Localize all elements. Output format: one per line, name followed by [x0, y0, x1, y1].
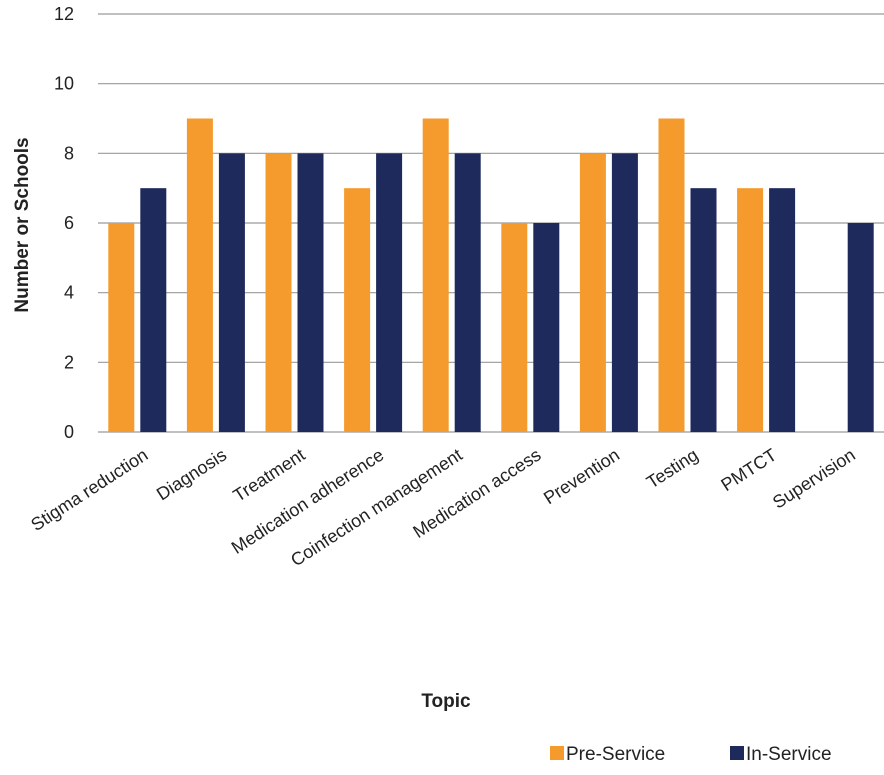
- bar-pre-service: [658, 118, 685, 432]
- x-axis-category-labels: Stigma reduction Diagnosis TreatmentMedica…: [27, 445, 859, 571]
- bar-pre-service: [265, 153, 292, 433]
- y-tick-label: 0: [64, 422, 74, 442]
- bar-pre-service: [186, 118, 213, 432]
- bar-in-service: [454, 153, 481, 433]
- bar-in-service: [218, 153, 245, 433]
- bar-pre-service: [579, 153, 606, 433]
- x-category-label: Diagnosis: [153, 445, 230, 505]
- bar-in-service: [533, 223, 560, 432]
- y-axis-title: Number or Schools: [12, 137, 33, 312]
- bar-pre-service: [422, 118, 449, 432]
- bar-in-service: [611, 153, 638, 433]
- legend-swatch: [550, 746, 564, 760]
- y-tick-label: 4: [64, 283, 74, 303]
- bar-in-service: [297, 153, 324, 433]
- y-tick-label: 2: [64, 352, 74, 372]
- bar-in-service: [140, 188, 167, 432]
- x-category-label: Prevention: [540, 445, 623, 509]
- bar-pre-service: [344, 188, 371, 432]
- legend-label: Pre-Service: [566, 744, 665, 765]
- bar-in-service: [769, 188, 796, 432]
- x-axis-title: Topic: [421, 691, 471, 712]
- x-category-label: Medication access: [409, 445, 544, 542]
- y-tick-label: 8: [64, 143, 74, 163]
- bar-in-service: [847, 223, 874, 432]
- y-tick-label: 12: [54, 4, 74, 24]
- x-category-label: Testing: [643, 445, 702, 493]
- bar-pre-service: [108, 223, 135, 432]
- bar-in-service: [690, 188, 717, 432]
- bar-in-service: [376, 153, 403, 433]
- x-category-label: Supervision: [769, 445, 859, 513]
- legend-swatch: [730, 746, 744, 760]
- y-axis-ticks: 0 2 4 6 8 10 12: [54, 4, 74, 442]
- gridlines: [98, 13, 884, 433]
- y-tick-label: 6: [64, 213, 74, 233]
- legend-label: In-Service: [746, 744, 832, 765]
- bars: [108, 118, 874, 433]
- x-category-label: Stigma reduction: [27, 445, 151, 535]
- legend: Pre-Service In-Service: [550, 744, 832, 765]
- bar-pre-service: [501, 223, 528, 432]
- y-tick-label: 10: [54, 74, 74, 94]
- bar-pre-service: [737, 188, 764, 432]
- x-category-label: PMTCT: [717, 445, 780, 496]
